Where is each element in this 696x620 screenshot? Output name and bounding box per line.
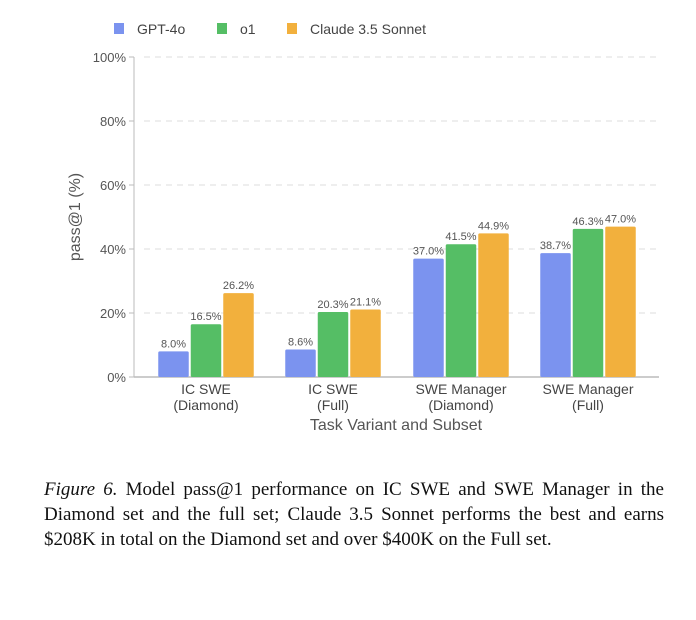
bar-chart: 0%20%40%60%80%100%8.0%16.5%26.2%IC SWE(D… [67,21,659,434]
legend-swatch [217,23,227,34]
data-label: 21.1% [350,296,381,308]
data-label: 38.7% [540,240,571,252]
data-label: 46.3% [572,216,603,228]
data-label: 16.5% [190,311,221,323]
bar-claude-3-5-sonnet [223,293,254,377]
y-tick-label: 20% [100,306,126,321]
x-tick-label: (Full) [572,397,604,413]
data-label: 8.6% [288,336,313,348]
data-label: 20.3% [317,299,348,311]
y-axis-label: pass@1 (%) [67,173,84,261]
caption-label: Figure 6. [44,479,118,500]
x-tick-label: SWE Manager [415,381,506,397]
data-label: 37.0% [413,246,444,258]
bar-claude-3-5-sonnet [350,309,381,377]
data-label: 44.9% [478,220,509,232]
figure-caption: Figure 6. Model pass@1 performance on IC… [44,477,664,552]
bar-claude-3-5-sonnet [478,233,509,377]
bar-gpt-4o [413,258,444,377]
x-tick-label: IC SWE [308,381,358,397]
x-tick-label: SWE Manager [542,381,633,397]
bar-gpt-4o [158,351,189,377]
data-label: 26.2% [223,280,254,292]
y-tick-label: 0% [107,370,126,385]
data-label: 41.5% [445,231,476,243]
caption-text: Model pass@1 performance on IC SWE and S… [44,479,664,550]
y-tick-label: 100% [93,50,127,65]
y-tick-label: 40% [100,242,126,257]
x-tick-label: (Full) [317,397,349,413]
bar-o1 [190,324,222,377]
bar-gpt-4o [285,349,316,377]
bar-o1 [317,312,349,377]
legend-label: Claude 3.5 Sonnet [310,21,426,37]
x-axis-label: Task Variant and Subset [310,417,483,434]
legend-swatch [114,23,124,34]
bar-o1 [572,228,604,377]
x-tick-label: IC SWE [181,381,231,397]
bar-o1 [445,244,477,377]
data-label: 47.0% [605,214,636,226]
y-tick-label: 80% [100,114,126,129]
legend-label: o1 [240,21,256,37]
x-tick-label: (Diamond) [428,397,493,413]
data-label: 8.0% [161,338,186,350]
legend-swatch [287,23,297,34]
bar-claude-3-5-sonnet [605,226,636,377]
y-tick-label: 60% [100,178,126,193]
legend-label: GPT-4o [137,21,185,37]
bar-gpt-4o [540,253,571,377]
x-tick-label: (Diamond) [173,397,238,413]
